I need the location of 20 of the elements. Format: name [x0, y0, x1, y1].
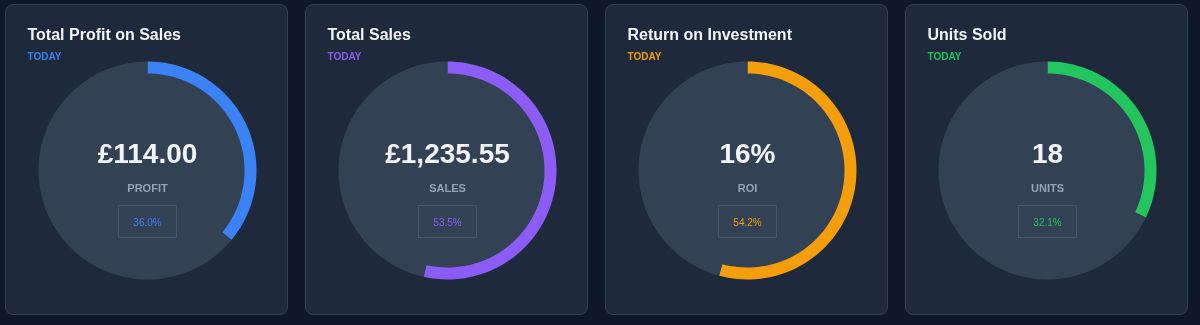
chart-subtitle: TODAY	[27, 51, 62, 62]
text: 18	[1031, 138, 1064, 169]
text: UNITS	[1031, 181, 1064, 194]
text: £114.00	[97, 138, 198, 169]
chart-title: Total Sales	[327, 26, 411, 43]
text: £1,235.55	[385, 138, 510, 169]
text: 32.1%	[1033, 217, 1062, 228]
chart-title: Total Profit on Sales	[27, 26, 182, 43]
text: ROI	[737, 181, 758, 194]
text: SALES	[429, 181, 466, 194]
chart-subtitle: TODAY	[927, 51, 962, 62]
chart-subtitle: TODAY	[627, 51, 662, 62]
text: 36.0%	[133, 217, 162, 228]
text: 53.5%	[433, 217, 462, 228]
text: 54.2%	[733, 217, 762, 228]
text: PROFIT	[127, 181, 168, 194]
text: 16%	[719, 138, 776, 169]
chart-title: Return on Investment	[627, 26, 793, 43]
chart-subtitle: TODAY	[327, 51, 362, 62]
chart-title: Units Sold	[927, 26, 1007, 43]
